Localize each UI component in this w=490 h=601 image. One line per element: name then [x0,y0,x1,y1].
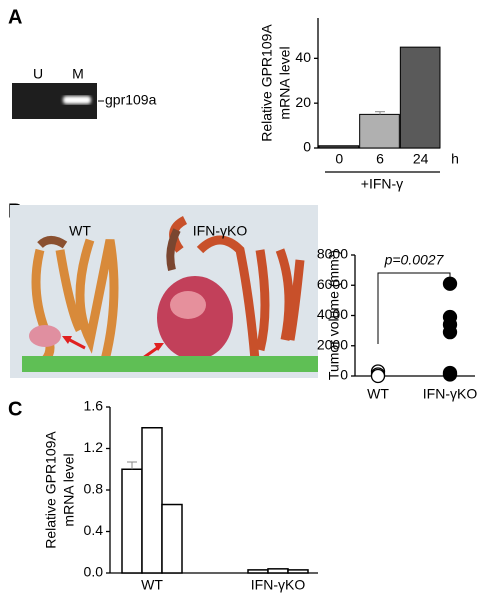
lane-label: U [33,66,43,82]
gel-band [63,96,91,104]
y-tick-label: 8000 [317,246,348,262]
y-tick-label: 0.4 [84,522,104,538]
p-value: p=0.0027 [384,252,445,268]
y-tick-label: 20 [295,94,311,110]
bar [267,568,289,574]
y-axis-label: mRNA level [61,453,77,526]
band-label: gpr109a [105,92,157,108]
y-tick-label: 4000 [317,306,348,322]
data-point [442,367,458,382]
lane-label: M [72,66,84,82]
data-point [442,324,458,340]
y-axis-label: Relative GPR109A [259,24,275,142]
y-tick-label: 0.8 [84,481,104,497]
y-tick-label: 40 [295,49,311,65]
y-tick-label: 0 [303,139,311,155]
x-tick-label: WT [141,577,163,593]
treatment-label: +IFN-γ [361,176,403,192]
panel-label: A [8,6,22,28]
y-tick-label: 6000 [317,276,348,292]
y-tick-label: 0.0 [84,564,104,580]
unit-label: h [451,151,459,167]
x-tick-label: IFN-γKO [423,386,478,402]
bar [318,145,360,149]
y-axis-label: Relative GPR109A [43,431,59,549]
y-tick-label: 0 [340,367,348,383]
bar [359,113,400,149]
bar [161,503,183,574]
bar [141,427,163,574]
bar [247,569,269,574]
bar [287,569,309,574]
significance-bracket [377,272,451,344]
x-tick-label: 0 [335,151,343,167]
photo-label: WT [69,223,91,239]
data-point [370,368,386,384]
y-axis-label: Tumor volume (mm³) [326,250,342,380]
y-tick-label: 1.2 [84,439,104,455]
x-tick-label: IFN-γKO [251,577,306,593]
tumor-photo [10,205,318,378]
y-tick-label: 2000 [317,336,348,352]
bar [399,46,441,149]
y-axis-label: mRNA level [277,46,293,119]
photo-label: IFN-γKO [193,223,248,239]
panel-label: C [8,398,22,420]
x-tick-label: 24 [413,151,429,167]
bar [121,468,143,574]
y-tick-label: 1.6 [84,398,104,414]
x-tick-label: WT [367,386,389,402]
x-tick-label: 6 [376,151,384,167]
